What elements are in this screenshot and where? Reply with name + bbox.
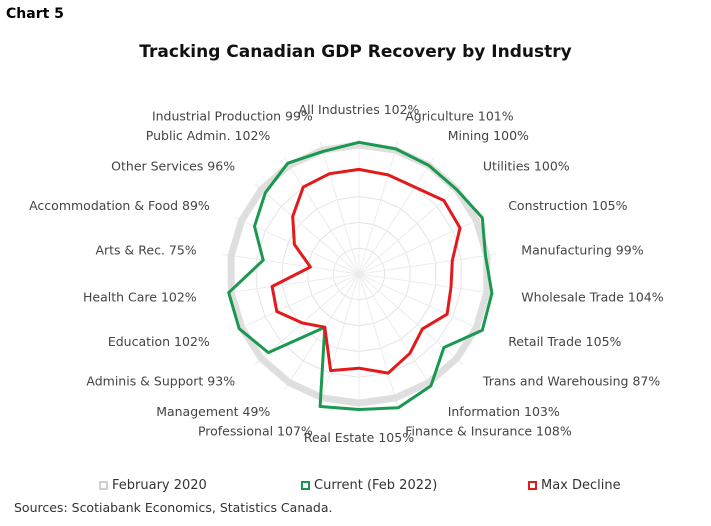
legend-item-february-2020: February 2020 bbox=[99, 478, 207, 493]
spoke-line bbox=[222, 253, 360, 275]
chart-title: Tracking Canadian GDP Recovery by Indust… bbox=[139, 42, 572, 62]
category-label: Management 49% bbox=[156, 404, 270, 419]
category-label: Finance & Insurance 108% bbox=[405, 423, 572, 438]
category-label: Wholesale Trade 104% bbox=[521, 289, 663, 304]
legend-swatch-current bbox=[301, 481, 310, 490]
spoke-line bbox=[222, 273, 360, 295]
category-label: Construction 105% bbox=[508, 198, 627, 213]
category-label: Education 102% bbox=[108, 334, 210, 349]
spoke-line bbox=[254, 273, 360, 365]
category-label: All Industries 102% bbox=[299, 102, 420, 117]
legend-swatch-max-decline bbox=[528, 481, 537, 490]
spoke-line bbox=[284, 273, 360, 391]
spoke-line bbox=[284, 157, 360, 275]
category-label: Retail Trade 105% bbox=[508, 334, 621, 349]
category-label: Real Estate 105% bbox=[304, 430, 414, 445]
category-label: Other Services 96% bbox=[111, 159, 235, 174]
spoke-line bbox=[358, 141, 399, 275]
legend-item-current: Current (Feb 2022) bbox=[301, 478, 437, 493]
spoke-line bbox=[358, 273, 399, 407]
category-label: Information 103% bbox=[448, 404, 560, 419]
legend-item-max-decline: Max Decline bbox=[528, 478, 621, 493]
category-label: Public Admin. 102% bbox=[146, 128, 271, 143]
category-label: Arts & Rec. 75% bbox=[95, 243, 196, 258]
spoke-line bbox=[358, 216, 485, 275]
spoke-line bbox=[358, 157, 434, 275]
chart-number: Chart 5 bbox=[6, 6, 64, 22]
category-label: Health Care 102% bbox=[83, 289, 197, 304]
legend-label: February 2020 bbox=[112, 478, 207, 493]
spoke-line bbox=[233, 273, 360, 332]
spoke-line bbox=[254, 183, 360, 275]
category-label: Utilities 100% bbox=[483, 159, 570, 174]
spoke-line bbox=[358, 183, 464, 275]
series-max-decline bbox=[270, 167, 462, 375]
legend: February 2020 Current (Feb 2022) Max Dec… bbox=[0, 478, 711, 496]
spoke-line bbox=[319, 141, 360, 275]
spoke-line bbox=[358, 273, 496, 295]
spoke-line bbox=[358, 273, 464, 365]
source-note: Sources: Scotiabank Economics, Statistic… bbox=[14, 500, 333, 515]
legend-swatch-february-2020 bbox=[99, 481, 108, 490]
legend-label: Max Decline bbox=[541, 478, 621, 493]
category-label: Accommodation & Food 89% bbox=[29, 198, 210, 213]
category-label: Professional 107% bbox=[198, 423, 313, 438]
series-layer bbox=[227, 140, 494, 411]
category-label: Manufacturing 99% bbox=[521, 243, 643, 258]
category-label: Adminis & Support 93% bbox=[86, 373, 235, 388]
spoke-line bbox=[358, 273, 434, 391]
spoke-line bbox=[358, 253, 496, 275]
category-label: Agriculture 101% bbox=[405, 109, 514, 124]
spoke-line bbox=[358, 273, 485, 332]
series-current-feb-2022 bbox=[227, 140, 494, 411]
category-labels: All Industries 102%Agriculture 101% Minin… bbox=[29, 102, 664, 445]
category-label: Trans and Warehousing 87% bbox=[482, 373, 660, 388]
legend-label: Current (Feb 2022) bbox=[314, 478, 438, 493]
grid-layer bbox=[222, 136, 496, 412]
category-label: Industrial Production 99% bbox=[152, 109, 313, 124]
category-label: Mining 100% bbox=[448, 128, 529, 143]
series-february-2020 bbox=[227, 141, 491, 407]
spoke-line bbox=[319, 273, 360, 407]
